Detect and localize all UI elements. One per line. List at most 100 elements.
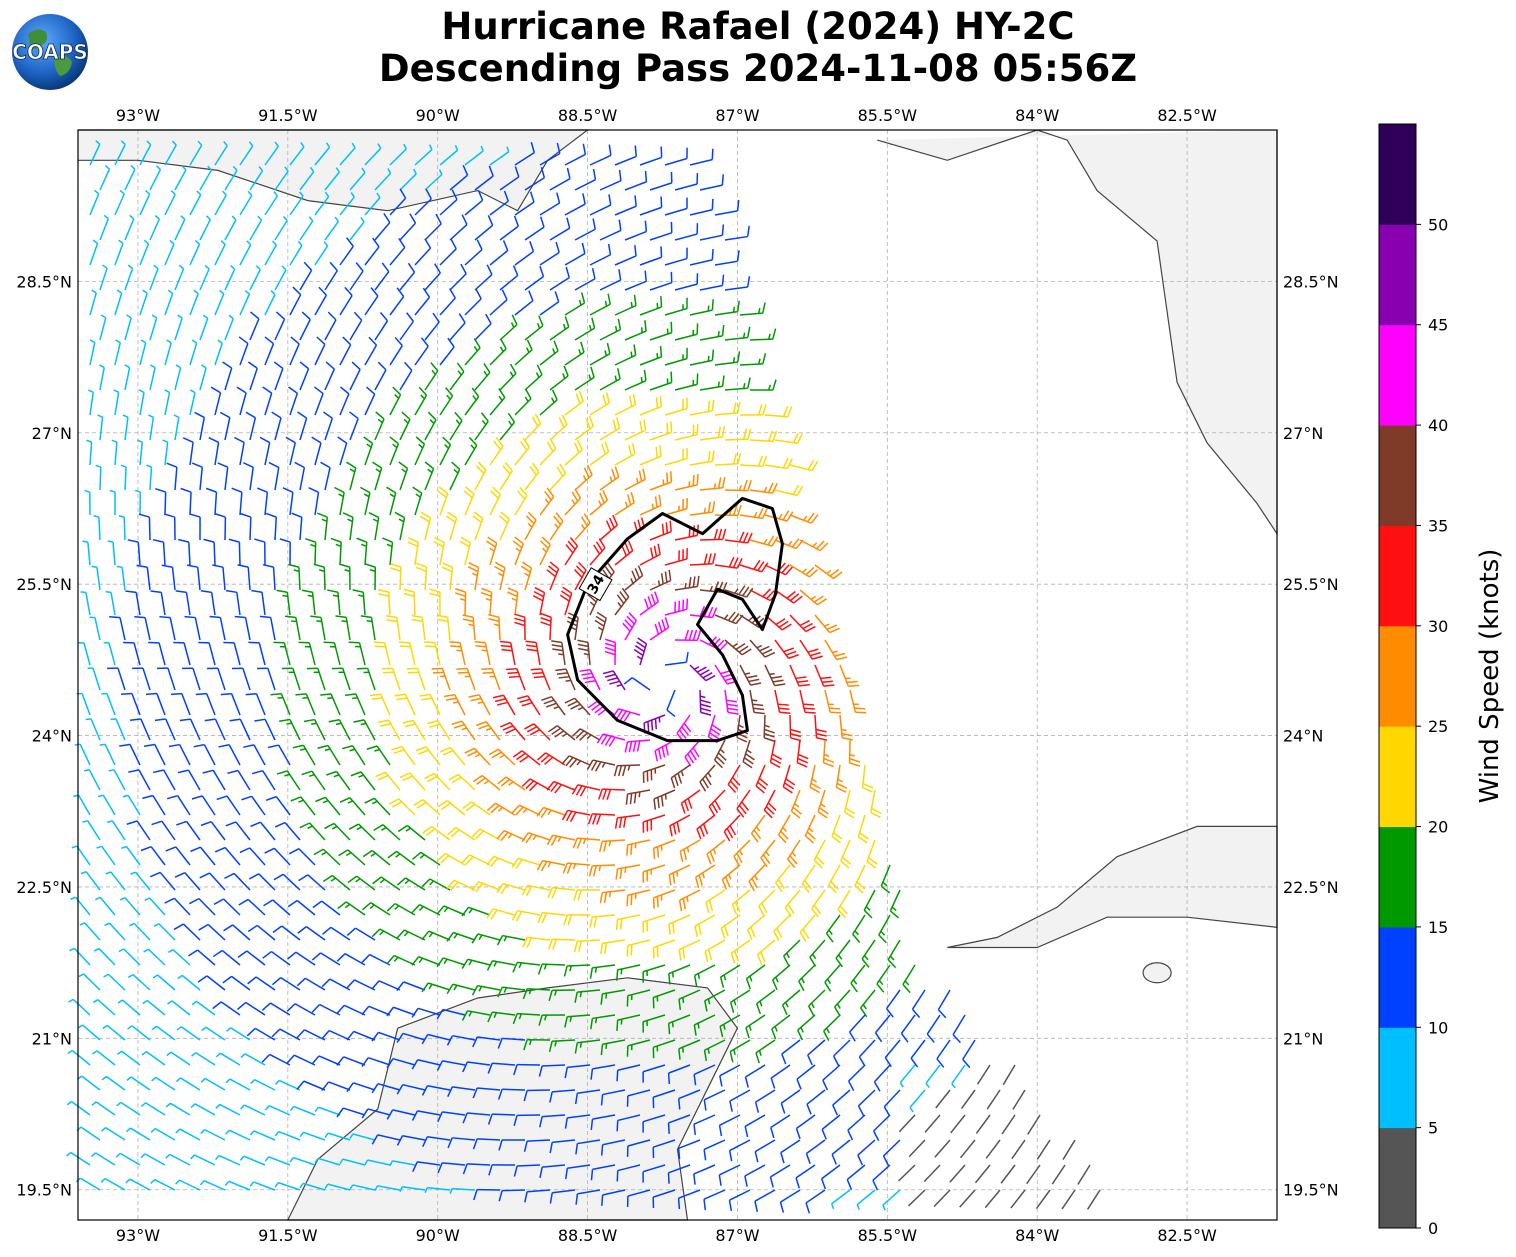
wind-barb — [85, 871, 101, 891]
wind-barb-feather — [303, 718, 315, 723]
wind-barb — [171, 567, 176, 591]
wind-barb-feather — [324, 1183, 329, 1190]
wind-barb — [173, 897, 191, 916]
wind-barb — [243, 1155, 266, 1166]
wind-barb-feather — [538, 1014, 543, 1026]
wind-barb — [189, 718, 201, 741]
wind-barb-feather — [215, 1052, 221, 1058]
wind-barb — [907, 1189, 926, 1207]
wind-barb — [163, 769, 176, 791]
wind-barb-feather — [549, 561, 560, 570]
wind-barb-feather — [457, 671, 469, 674]
wind-barb-feather — [575, 565, 585, 575]
wind-barb-feather — [431, 369, 437, 375]
wind-barb-feather — [786, 511, 794, 522]
wind-barb-feather — [219, 411, 231, 419]
wind-barb-feather — [677, 772, 683, 784]
wind-barb — [179, 1128, 201, 1141]
wind-barb — [274, 417, 282, 441]
wind-barb-feather — [540, 861, 548, 872]
wind-barb-feather — [857, 1154, 864, 1166]
wind-barb — [320, 952, 341, 966]
wind-barb-feather — [672, 922, 675, 934]
wind-barb-feather — [607, 243, 612, 255]
wind-barb-feather — [145, 190, 151, 195]
wind-barb-feather — [763, 486, 768, 493]
wind-barb-feather — [667, 1122, 670, 1134]
wind-barb-feather — [463, 490, 473, 499]
wind-barb — [975, 1114, 991, 1134]
wind-barb-feather — [168, 743, 180, 748]
wind-barb-feather — [472, 774, 483, 783]
wind-barb-feather — [478, 986, 483, 992]
wind-barb-feather — [617, 765, 623, 777]
wind-barb — [187, 769, 201, 791]
lon-tick-label: 91.5°W — [258, 1226, 318, 1245]
wind-barb — [123, 517, 126, 541]
wind-barb-feather — [553, 340, 559, 352]
wind-barb-feather — [841, 856, 852, 865]
wind-barb-feather — [538, 1065, 543, 1077]
wind-barb-feather — [660, 795, 664, 807]
wind-barb — [849, 1014, 866, 1033]
wind-barb — [806, 1089, 826, 1105]
wind-barb-feather — [127, 973, 134, 979]
wind-barb-feather — [744, 1126, 749, 1138]
wind-barb-feather — [339, 797, 351, 803]
wind-barb — [110, 871, 126, 891]
wind-barb-feather — [277, 696, 284, 699]
wind-barb — [159, 871, 176, 891]
wind-barb-feather — [778, 620, 789, 628]
wind-barb-feather — [296, 977, 306, 987]
lon-tick-label: 85.5°W — [858, 106, 918, 125]
wind-barb — [230, 1027, 251, 1041]
wind-barb — [770, 1064, 791, 1079]
colorbar-bin — [1379, 926, 1416, 1028]
wind-barb-feather — [857, 1105, 865, 1116]
wind-barb-feather — [506, 146, 510, 153]
wind-barb-feather — [721, 426, 726, 438]
wind-barb-feather — [779, 1201, 785, 1213]
wind-barb — [307, 874, 326, 891]
wind-barb-feather — [502, 465, 511, 475]
wind-barb — [770, 1164, 791, 1178]
wind-barb — [678, 1189, 701, 1199]
wind-barb-feather — [549, 1142, 553, 1154]
wind-barb-feather — [525, 640, 537, 644]
wind-barb — [89, 342, 96, 366]
wind-barb — [514, 250, 534, 266]
wind-barb-feather — [303, 261, 313, 271]
wind-barb-feather — [837, 954, 843, 960]
wind-barb-feather — [799, 619, 811, 627]
wind-barb — [349, 418, 359, 441]
wind-barb — [795, 1164, 816, 1179]
wind-barb-feather — [296, 1029, 306, 1039]
wind-barb-feather — [739, 849, 744, 856]
wind-barb — [649, 282, 672, 291]
wind-barb-feather — [711, 607, 718, 618]
wind-barb-feather — [369, 568, 376, 572]
wind-barb-feather — [802, 928, 810, 939]
wind-barb — [149, 897, 166, 916]
wind-barb — [224, 367, 233, 391]
wind-barb-feather — [412, 851, 422, 860]
wind-barb-feather — [579, 668, 591, 673]
colorbar-tick-label: 0 — [1428, 1219, 1438, 1238]
wind-barb — [253, 1181, 276, 1191]
wind-barb — [467, 1163, 491, 1166]
wind-barb-feather — [600, 1094, 604, 1106]
colorbar-frame — [1378, 123, 1417, 1229]
wind-barb — [114, 442, 118, 466]
wind-barb-feather — [573, 442, 580, 454]
wind-barb — [489, 249, 509, 266]
wind-barb-feather — [411, 1110, 419, 1121]
colorbar-tick-label: 25 — [1428, 717, 1448, 736]
wind-barb-feather — [723, 831, 731, 842]
wind-barb-feather — [420, 394, 425, 400]
wind-barb — [452, 1187, 476, 1191]
wind-barb-feather — [262, 386, 273, 394]
wind-barb-feather — [488, 165, 494, 177]
wind-barb-feather — [820, 1178, 827, 1190]
wind-barb-feather — [544, 756, 554, 765]
wind-barb-feather — [397, 824, 408, 833]
